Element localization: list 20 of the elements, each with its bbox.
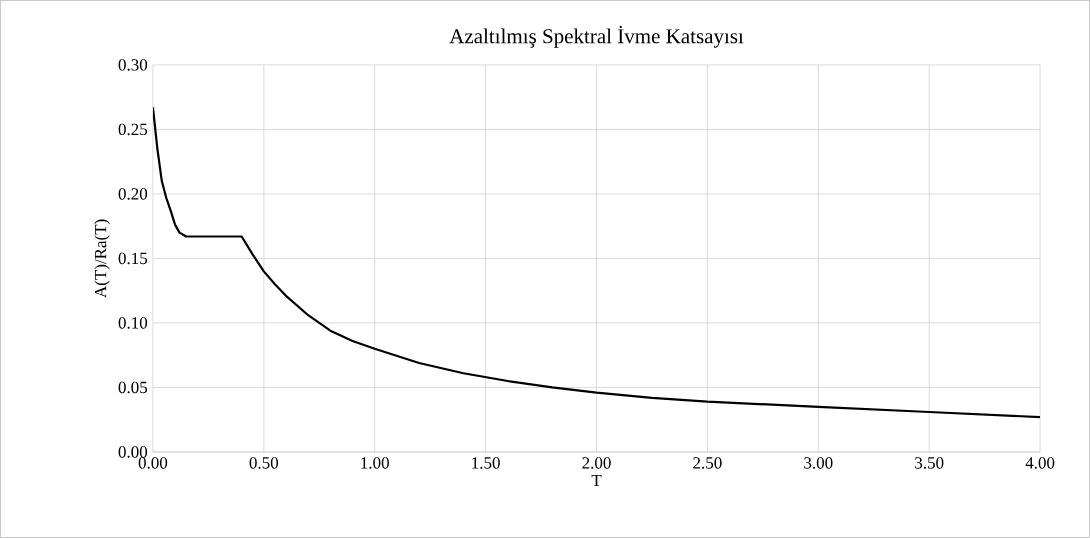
y-tick-label: 0.20 xyxy=(118,188,148,200)
line-series xyxy=(152,106,1041,419)
y-tick-label: 0.25 xyxy=(118,123,148,136)
y-tick-label: 0.15 xyxy=(118,252,148,265)
x-tick-label: 0.50 xyxy=(249,457,279,469)
x-tick-label: 2.00 xyxy=(582,457,611,469)
x-tick-label: 3.00 xyxy=(804,457,833,469)
x-tick-label: 1.00 xyxy=(361,457,389,469)
x-axis-title: T xyxy=(591,474,602,487)
x-tick-label: 4.00 xyxy=(1025,457,1055,469)
x-tick-label: 0.00 xyxy=(138,457,168,469)
chart-title: Azaltılmış Spektral İvme Katsayısı xyxy=(449,25,744,48)
y-tick-label: 0.10 xyxy=(118,317,148,329)
y-tick-label: 0.00 xyxy=(118,446,148,458)
y-axis-title: A(T)/Ra(T) xyxy=(94,219,110,298)
x-tick-label: 2.50 xyxy=(693,457,722,469)
x-tick-label: 3.50 xyxy=(915,457,944,469)
y-tick-label: 0.30 xyxy=(118,59,148,71)
y-tick-label: 0.05 xyxy=(118,381,148,394)
x-tick-label: 1.50 xyxy=(472,457,500,469)
